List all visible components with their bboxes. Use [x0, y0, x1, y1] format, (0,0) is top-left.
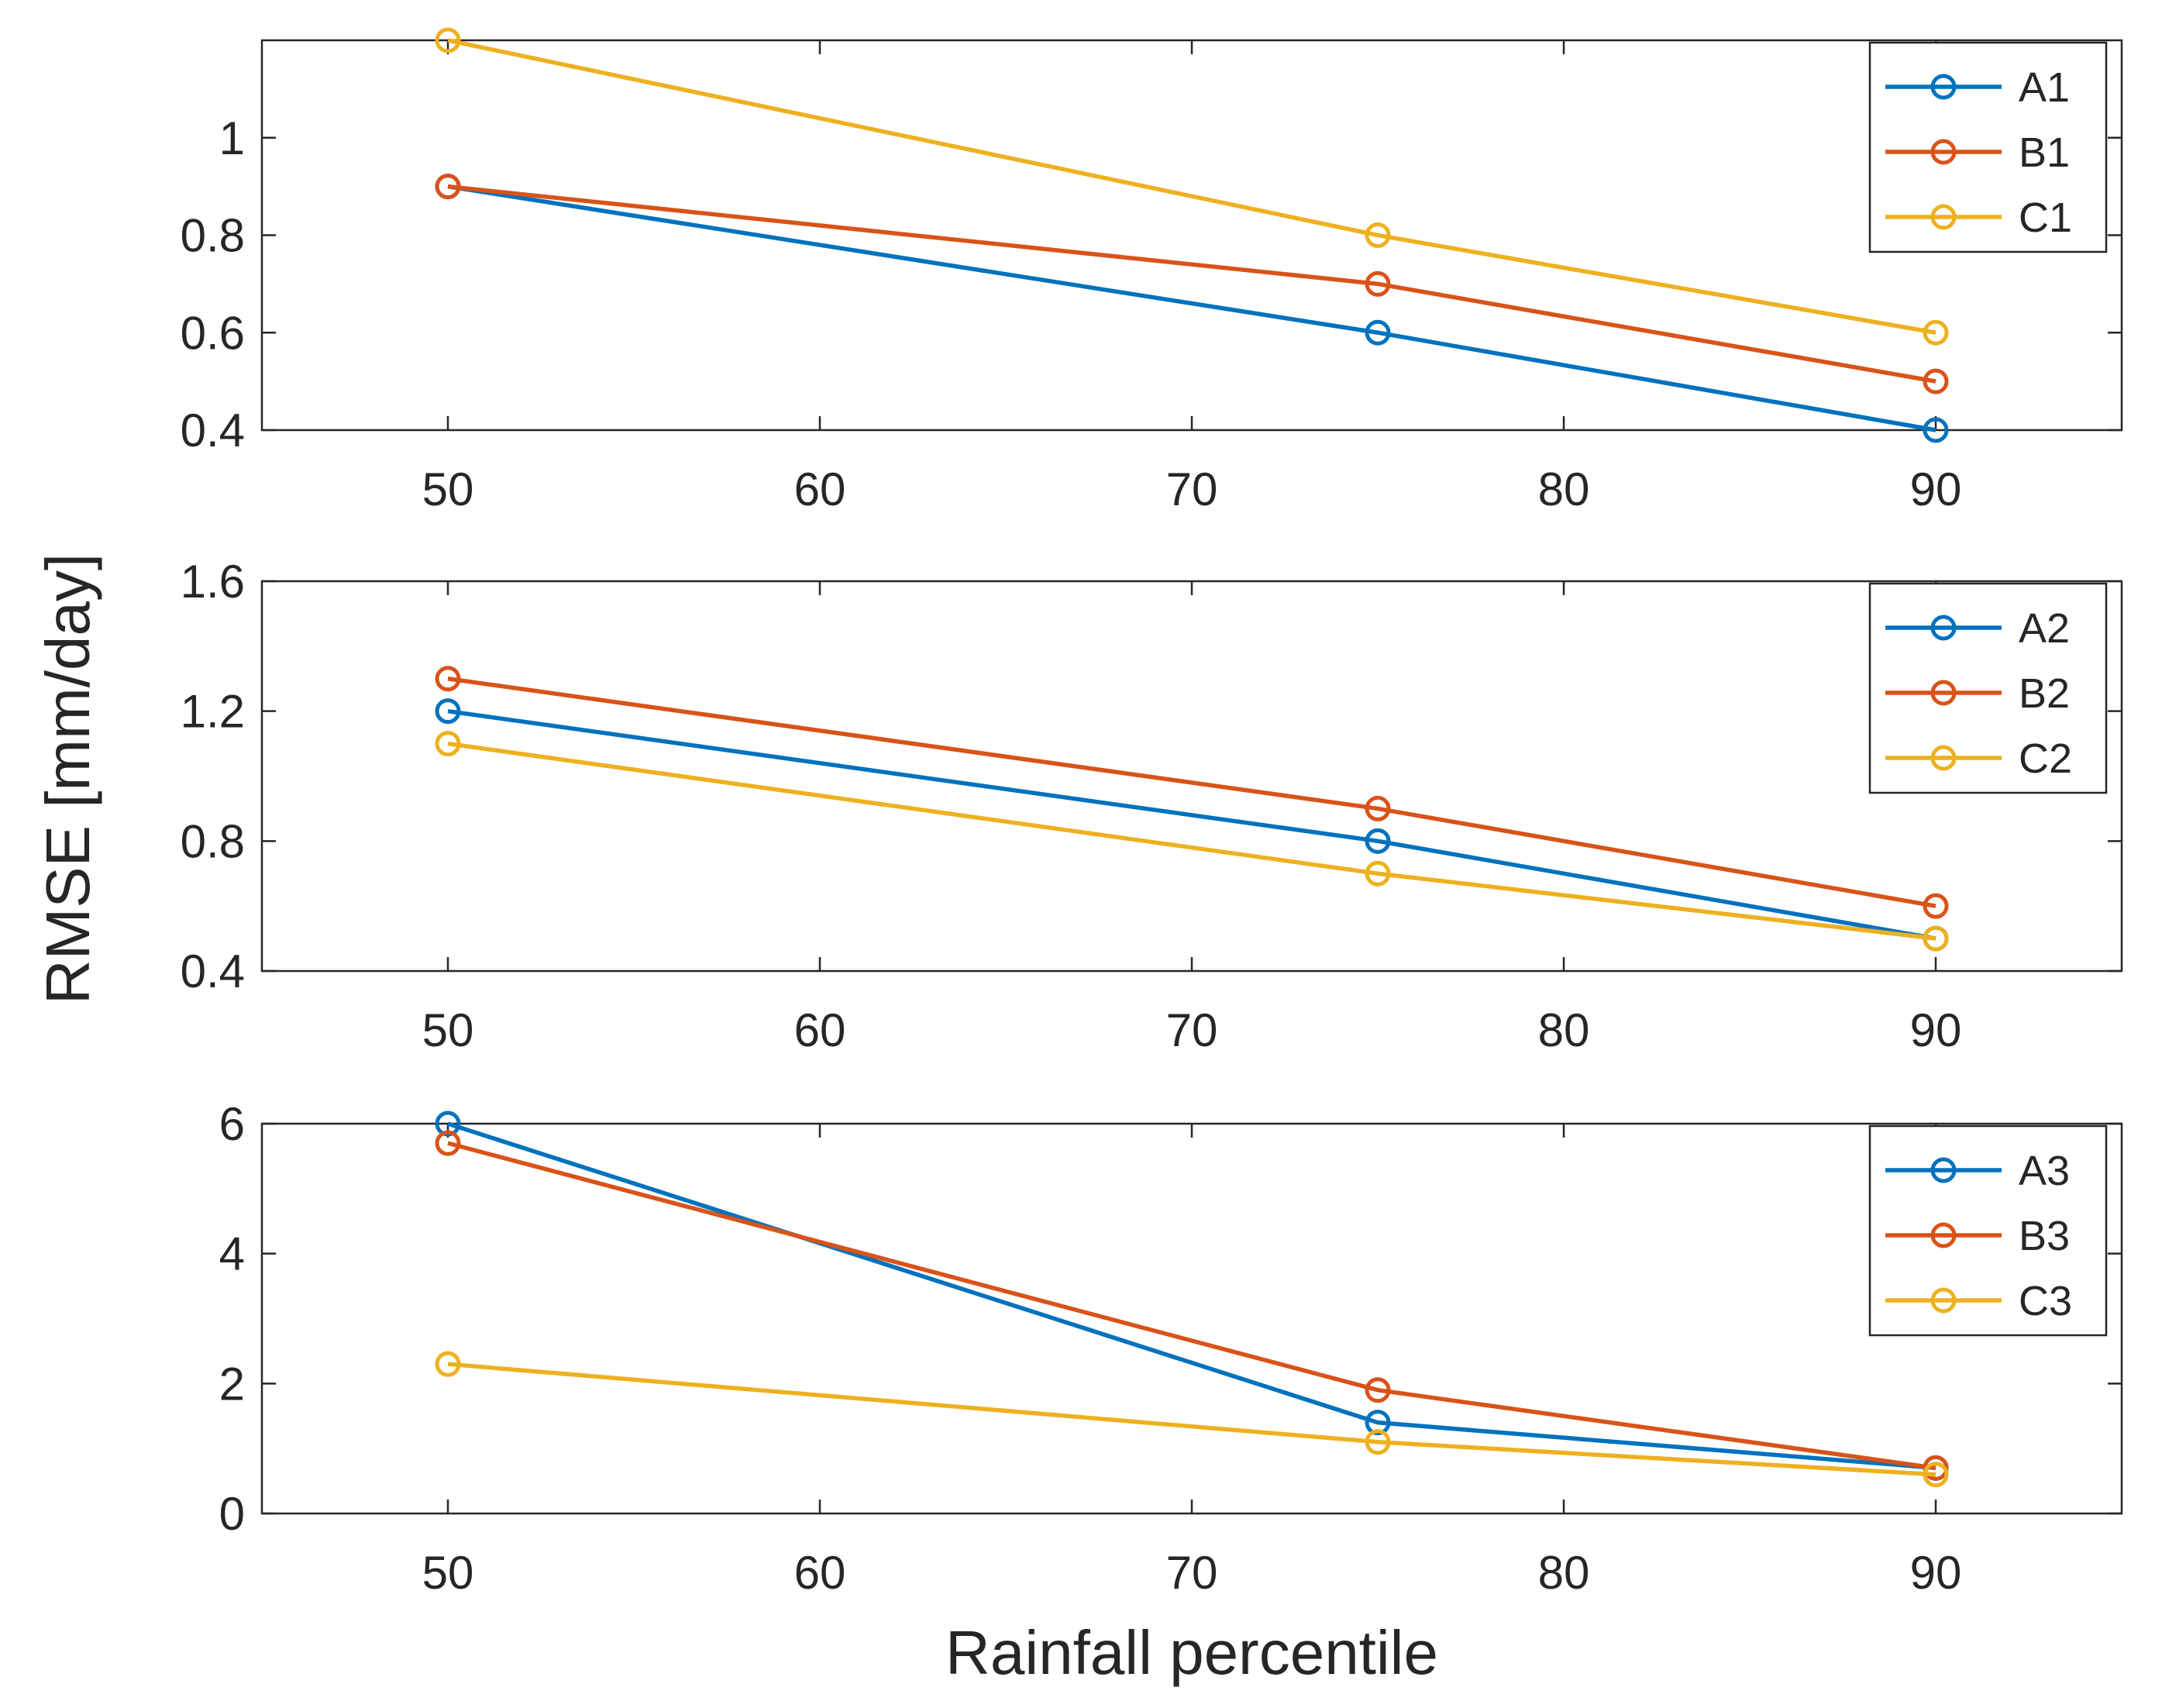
y-axis-label: RMSE [mm/day]: [33, 553, 102, 1004]
legend-label-A3: A3: [2019, 1148, 2070, 1194]
data-point-B3: [435, 1130, 461, 1156]
y-tick-label: 1.2: [181, 686, 245, 738]
y-tick-label: 0.8: [181, 815, 245, 867]
panel-2: 50 60 70 80 90 0.4 0.8 1.2 1.6 A2 B2 C2: [181, 556, 2123, 1056]
legend-label-A1: A1: [2019, 64, 2070, 111]
legend-label-C3: C3: [2019, 1278, 2072, 1324]
legend-1: A1 B1 C1: [1868, 41, 2108, 253]
data-point-C2: [1923, 925, 1949, 952]
series-line-B2: [447, 677, 1937, 908]
data-point-B2: [1365, 795, 1391, 821]
x-tick-label: 50: [422, 1004, 474, 1056]
data-point-B3: [1365, 1377, 1391, 1403]
data-point-A1: [1923, 417, 1949, 443]
x-tick-label: 50: [422, 1547, 474, 1599]
data-point-C1: [1365, 222, 1391, 248]
y-tick-label: 6: [219, 1098, 245, 1150]
series-B1: [435, 174, 1949, 394]
legend-label-C1: C1: [2019, 195, 2072, 241]
series-line-A1: [447, 184, 1937, 432]
legend-label-C2: C2: [2019, 735, 2072, 782]
y-tick-label: 0.6: [181, 307, 245, 359]
series-line-A2: [447, 708, 1937, 941]
data-point-A3: [435, 1111, 461, 1137]
legend-3: A3 B3 C3: [1868, 1124, 2108, 1337]
legend-marker-C1: [1930, 204, 1957, 230]
x-tick-label: 70: [1166, 1004, 1218, 1056]
legend-marker-C3: [1930, 1287, 1957, 1314]
y-tick-label: 2: [219, 1358, 245, 1410]
data-point-C3: [1923, 1462, 1949, 1488]
x-tick-label: 80: [1538, 1004, 1590, 1056]
data-point-B1: [435, 174, 461, 200]
x-tick-label: 60: [794, 1004, 846, 1056]
data-point-C1: [1923, 319, 1949, 346]
data-point-C3: [435, 1351, 461, 1377]
legend-marker-B1: [1930, 139, 1957, 165]
data-point-C2: [1365, 860, 1391, 887]
axes-frame: [260, 580, 2123, 973]
series-C1: [435, 27, 1949, 346]
legend-marker-B3: [1930, 1222, 1957, 1248]
data-point-B2: [435, 666, 461, 692]
y-tick-label: 1: [219, 112, 245, 164]
series-B2: [435, 666, 1949, 919]
data-point-B1: [1923, 368, 1949, 394]
legend-marker-A1: [1930, 74, 1957, 100]
x-tick-label: 80: [1538, 1547, 1590, 1599]
series-line-B3: [447, 1141, 1937, 1471]
legend-label-B2: B2: [2019, 670, 2070, 717]
y-tick-label: 0: [219, 1488, 245, 1540]
y-tick-label: 0.8: [181, 210, 245, 262]
x-tick-label: 70: [1166, 463, 1218, 515]
data-point-C3: [1365, 1429, 1391, 1455]
series-line-C2: [447, 741, 1937, 941]
x-tick-label: 90: [1910, 1004, 1962, 1056]
y-tick-label: 1.6: [181, 556, 245, 608]
data-point-B1: [1365, 270, 1391, 297]
x-tick-label: 80: [1538, 463, 1590, 515]
y-tick-label: 0.4: [181, 945, 245, 997]
x-tick-label: 60: [794, 1547, 846, 1599]
series-C3: [435, 1351, 1949, 1488]
data-point-A2: [1365, 828, 1391, 854]
legend-marker-A2: [1930, 615, 1957, 641]
legend-marker-C2: [1930, 745, 1957, 771]
x-axis-label: Rainfall percentile: [945, 1618, 1438, 1687]
panel-3: 50 60 70 80 90 0 2 4 6 A3 B3 C3: [219, 1098, 2123, 1599]
x-tick-label: 60: [794, 463, 846, 515]
data-point-C1: [435, 27, 461, 53]
series-line-B1: [447, 184, 1937, 384]
x-tick-label: 90: [1910, 1547, 1962, 1599]
axes-frame: [260, 39, 2123, 432]
legend-label-B3: B3: [2019, 1213, 2070, 1259]
y-tick-label: 0.4: [181, 405, 245, 456]
data-point-A2: [435, 698, 461, 725]
data-point-B2: [1923, 893, 1949, 919]
x-tick-label: 90: [1910, 463, 1962, 515]
y-tick-label: 4: [219, 1228, 245, 1280]
legend-marker-A3: [1930, 1157, 1957, 1183]
data-point-A3: [1365, 1410, 1391, 1436]
legend-2: A2 B2 C2: [1868, 582, 2108, 794]
legend-marker-B2: [1930, 680, 1957, 706]
x-tick-label: 70: [1166, 1547, 1218, 1599]
data-point-A1: [1365, 319, 1391, 346]
series-line-C1: [447, 38, 1937, 335]
panel-1: 50 60 70 80 90 0.4 0.6 0.8 1 A1 B1 C1: [181, 27, 2123, 515]
x-tick-label: 50: [422, 463, 474, 515]
series-line-C3: [447, 1362, 1937, 1477]
legend-label-A2: A2: [2019, 605, 2070, 652]
legend-label-B1: B1: [2019, 129, 2070, 176]
axes-frame: [260, 1122, 2123, 1515]
data-point-C2: [435, 731, 461, 757]
series-C2: [435, 731, 1949, 952]
